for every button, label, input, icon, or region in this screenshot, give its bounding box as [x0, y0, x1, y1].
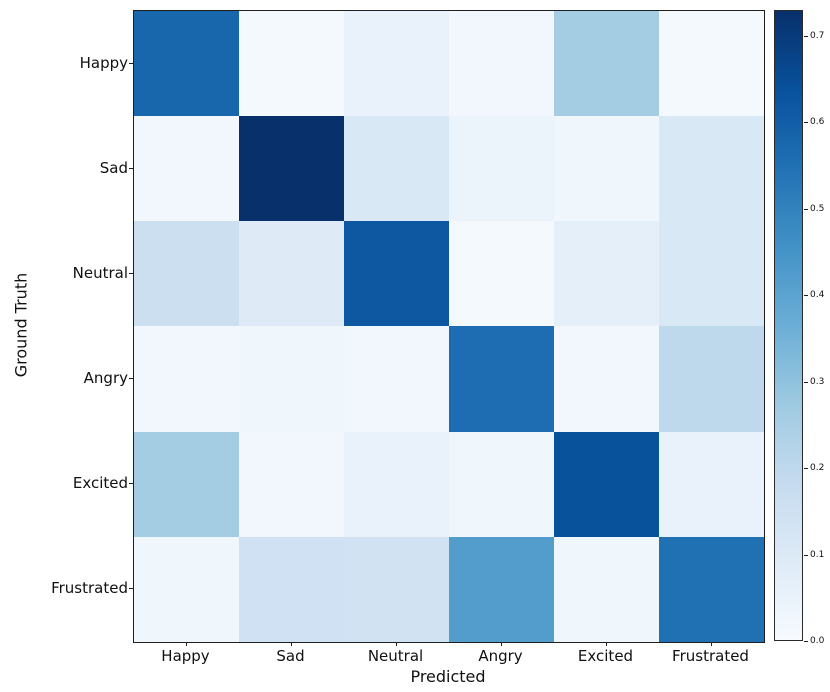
heatmap-cell: [554, 431, 659, 537]
heatmap-cell: [344, 536, 449, 642]
x-tick-mark: [500, 642, 502, 646]
x-tick-label: Sad: [276, 647, 305, 665]
x-tick-mark: [710, 642, 712, 646]
heatmap-cell: [134, 116, 239, 222]
x-axis-label: Predicted: [410, 667, 486, 686]
heatmap-cell: [344, 221, 449, 327]
x-tick-label: Angry: [478, 647, 523, 665]
colorbar-tick-mark: [804, 122, 808, 124]
heatmap-cell: [554, 11, 659, 117]
heatmap-cell: [554, 326, 659, 432]
heatmap-cell: [134, 536, 239, 642]
y-tick-mark: [129, 272, 133, 274]
heatmap-cell: [239, 326, 344, 432]
colorbar-tick-label: 0.0: [810, 636, 825, 646]
y-tick-label: Neutral: [72, 263, 128, 282]
y-tick-mark: [129, 62, 133, 64]
heatmap-cell: [554, 536, 659, 642]
y-tick-label: Happy: [79, 53, 128, 72]
x-tick-mark: [290, 642, 292, 646]
colorbar-tick-label: 0.2: [810, 463, 825, 474]
x-tick-label: Neutral: [367, 647, 424, 665]
y-axis-label: Ground Truth: [11, 272, 31, 378]
colorbar-tick-mark: [804, 295, 808, 297]
colorbar: [774, 10, 803, 641]
heatmap-grid: [133, 10, 765, 643]
heatmap-cell: [239, 221, 344, 327]
colorbar-tick-mark: [804, 468, 808, 470]
colorbar-tick-mark: [804, 641, 808, 642]
heatmap-cell: [449, 431, 554, 537]
heatmap-cell: [134, 431, 239, 537]
colorbar-tick-label: 0.6: [810, 117, 825, 128]
heatmap-cell: [659, 116, 764, 222]
heatmap-cell: [554, 116, 659, 222]
x-tick-mark: [185, 642, 187, 646]
x-tick-label: Happy: [161, 647, 210, 665]
heatmap-cell: [344, 11, 449, 117]
colorbar-tick-mark: [804, 554, 808, 556]
heatmap-cell: [134, 221, 239, 327]
x-tick-label: Excited: [577, 647, 634, 665]
heatmap-cell: [659, 221, 764, 327]
colorbar-tick-label: 0.4: [810, 290, 825, 301]
y-tick-label: Frustrated: [51, 579, 128, 598]
heatmap-cell: [449, 221, 554, 327]
y-tick-mark: [129, 483, 133, 485]
colorbar-tick-label: 0.5: [810, 203, 825, 214]
y-tick-label: Sad: [99, 158, 128, 177]
y-tick-mark: [129, 378, 133, 380]
heatmap-cell: [659, 11, 764, 117]
heatmap-cell: [449, 536, 554, 642]
y-tick-mark: [129, 167, 133, 169]
x-tick-label: Frustrated: [672, 647, 749, 665]
heatmap-cell: [449, 11, 554, 117]
y-tick-mark: [129, 588, 133, 590]
heatmap-cell: [239, 11, 344, 117]
y-tick-label: Excited: [72, 474, 128, 493]
colorbar-tick-label: 0.3: [810, 376, 825, 387]
heatmap-cell: [134, 11, 239, 117]
colorbar-tick-mark: [804, 35, 808, 37]
colorbar-tick-label: 0.1: [810, 549, 825, 560]
x-tick-mark: [395, 642, 397, 646]
colorbar-tick-label: 0.7: [810, 30, 825, 41]
heatmap-cell: [659, 536, 764, 642]
heatmap-cell: [239, 536, 344, 642]
heatmap-cell: [659, 326, 764, 432]
heatmap-cell: [344, 116, 449, 222]
heatmap-cell: [239, 116, 344, 222]
colorbar-tick-mark: [804, 381, 808, 383]
colorbar-tick-mark: [804, 208, 808, 210]
heatmap-cell: [659, 431, 764, 537]
heatmap-cell: [449, 326, 554, 432]
heatmap-cell: [239, 431, 344, 537]
heatmap-cell: [449, 116, 554, 222]
x-tick-mark: [605, 642, 607, 646]
heatmap-cell: [554, 221, 659, 327]
heatmap-cell: [134, 326, 239, 432]
heatmap-cell: [344, 431, 449, 537]
heatmap-cell: [344, 326, 449, 432]
y-tick-label: Angry: [83, 369, 128, 388]
